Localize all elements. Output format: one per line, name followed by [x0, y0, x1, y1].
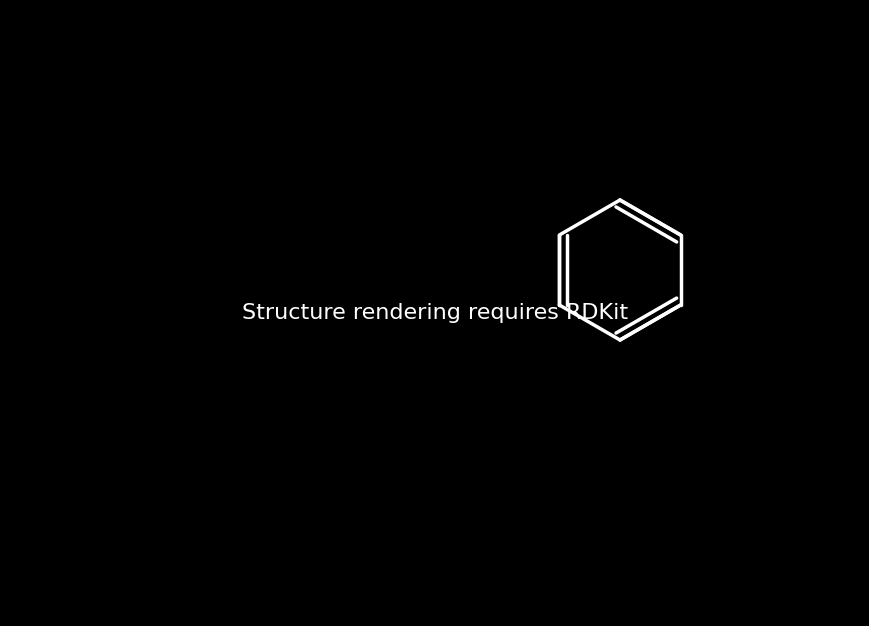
- Text: Structure rendering requires RDKit: Structure rendering requires RDKit: [242, 303, 627, 323]
